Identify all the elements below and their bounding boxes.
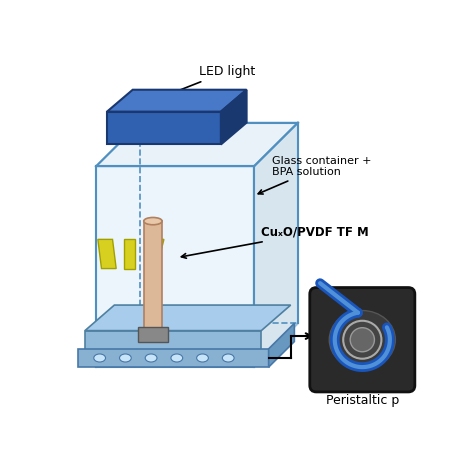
Ellipse shape — [119, 354, 131, 362]
FancyBboxPatch shape — [310, 288, 415, 392]
Polygon shape — [107, 90, 246, 111]
Polygon shape — [96, 123, 298, 166]
Ellipse shape — [94, 354, 106, 362]
Polygon shape — [254, 123, 298, 367]
Ellipse shape — [197, 354, 209, 362]
Ellipse shape — [222, 354, 234, 362]
Polygon shape — [98, 239, 116, 269]
Polygon shape — [124, 239, 135, 269]
Polygon shape — [85, 331, 261, 353]
Ellipse shape — [329, 310, 395, 369]
Text: Peristaltic p: Peristaltic p — [326, 394, 399, 408]
Polygon shape — [146, 239, 164, 269]
Polygon shape — [221, 90, 246, 145]
Polygon shape — [85, 305, 291, 331]
Polygon shape — [78, 349, 269, 367]
Circle shape — [350, 328, 374, 352]
Circle shape — [343, 321, 382, 359]
Polygon shape — [144, 221, 162, 331]
Ellipse shape — [145, 354, 157, 362]
Ellipse shape — [144, 218, 162, 225]
Text: Glass container +
BPA solution: Glass container + BPA solution — [258, 155, 372, 194]
Text: LED light: LED light — [166, 65, 255, 96]
Ellipse shape — [171, 354, 182, 362]
Text: CuₓO/PVDF TF M: CuₓO/PVDF TF M — [182, 226, 369, 258]
Polygon shape — [269, 323, 294, 367]
Polygon shape — [107, 111, 221, 145]
Polygon shape — [96, 166, 254, 367]
Polygon shape — [138, 327, 168, 342]
